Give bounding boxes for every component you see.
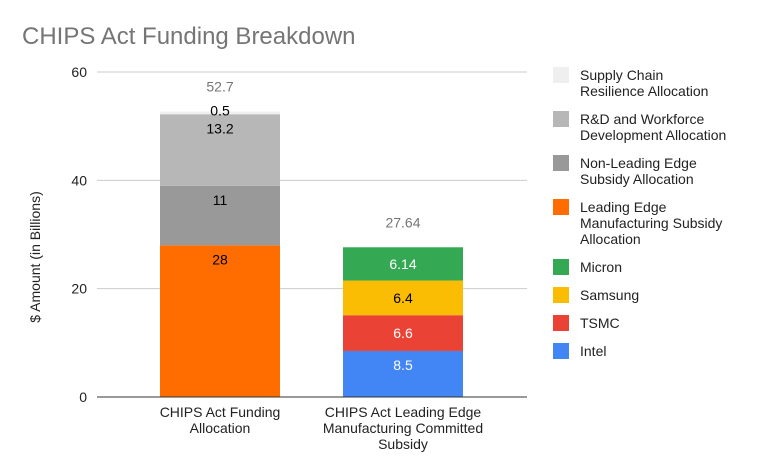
bars <box>160 111 463 397</box>
legend-label: TSMC <box>580 315 620 331</box>
y-tick-label: 0 <box>79 389 87 405</box>
legend-swatch <box>553 199 569 215</box>
data-label: 6.6 <box>393 325 413 341</box>
legend-swatch <box>553 67 569 83</box>
legend-label: Intel <box>580 343 606 359</box>
legend-label: Non-Leading Edge <box>580 155 697 171</box>
legend-swatch <box>553 287 569 303</box>
data-label: 6.4 <box>393 290 413 306</box>
legend-swatch <box>553 259 569 275</box>
data-label: 28 <box>212 251 228 267</box>
bar-segment <box>160 185 280 246</box>
y-tick-label: 60 <box>71 64 87 80</box>
legend-label: Micron <box>580 259 622 275</box>
legend-label: Manufacturing Subsidy <box>580 215 722 231</box>
legend-label: Allocation <box>580 231 641 247</box>
total-label: 27.64 <box>385 214 420 230</box>
total-label: 52.7 <box>206 79 233 95</box>
legend-item: Intel <box>553 343 606 359</box>
data-label: 11 <box>213 192 228 208</box>
x-category-label: Subsidy <box>378 436 428 452</box>
bar-segment <box>343 315 463 351</box>
bar-segment <box>160 111 280 115</box>
y-tick-label: 20 <box>71 281 87 297</box>
chart-title: CHIPS Act Funding Breakdown <box>22 23 356 50</box>
legend-item: TSMC <box>553 315 620 331</box>
legend-label: Samsung <box>580 287 639 303</box>
bar-segment <box>160 245 280 397</box>
bar-segment <box>343 350 463 397</box>
legend-label: Leading Edge <box>580 199 667 215</box>
y-tick-label: 40 <box>71 172 87 188</box>
data-label: 0.5 <box>210 102 230 118</box>
legend-swatch <box>553 155 569 171</box>
y-axis-title: $ Amount (in Billions) <box>27 191 43 323</box>
legend-swatch <box>553 111 569 127</box>
legend-label: Supply Chain <box>580 67 663 83</box>
data-label: 8.5 <box>393 357 413 373</box>
legend-label: Development Allocation <box>580 127 726 143</box>
bar-segment <box>343 280 463 316</box>
legend-item: Micron <box>553 259 622 275</box>
bar-segment <box>343 247 463 281</box>
data-labels: 28 11 13.2 0.5 52.7 8.5 6.6 6.4 6.14 27.64 <box>206 79 420 373</box>
legend-label: R&D and Workforce <box>580 111 704 127</box>
x-category-label: CHIPS Act Funding <box>160 404 281 420</box>
legend-label: Resilience Allocation <box>580 83 708 99</box>
data-label: 6.14 <box>389 256 416 272</box>
legend-swatch <box>553 343 569 359</box>
legend-swatch <box>553 315 569 331</box>
bar-segment <box>160 114 280 186</box>
x-category-label: Manufacturing Committed <box>323 420 483 436</box>
legend-item: Samsung <box>553 287 639 303</box>
x-category-label: Allocation <box>190 420 251 436</box>
data-label: 13.2 <box>206 120 233 136</box>
legend-label: Subsidy Allocation <box>580 171 694 187</box>
x-category-label: CHIPS Act Leading Edge <box>325 404 482 420</box>
